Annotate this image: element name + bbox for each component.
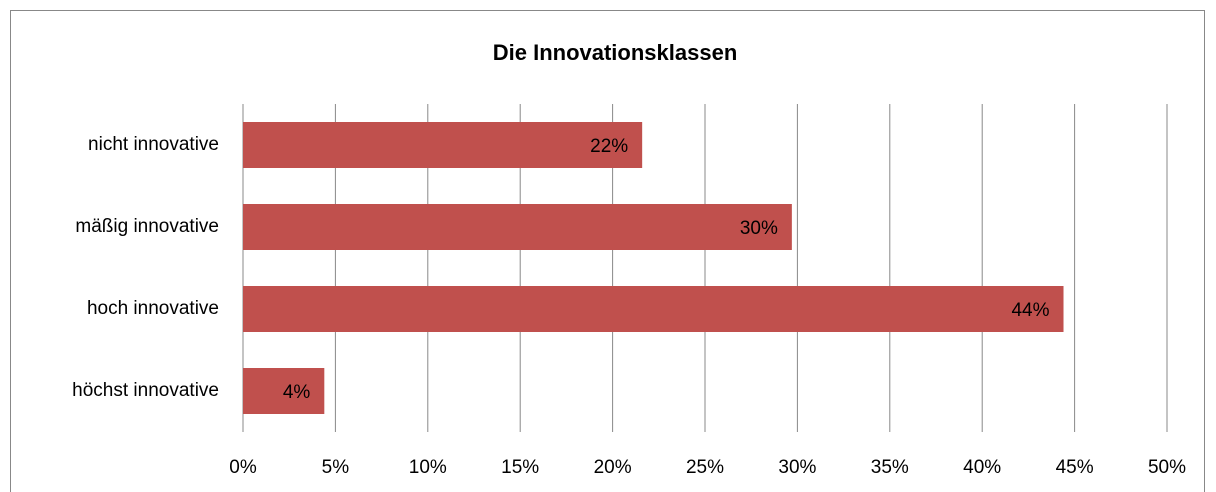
bar [243, 204, 792, 250]
x-tick-label: 10% [409, 457, 447, 478]
chart-title: Die Innovationsklassen [493, 40, 738, 65]
x-tick-label: 35% [871, 457, 909, 478]
value-label: 4% [283, 382, 311, 403]
bar [243, 122, 643, 168]
x-tick-label: 40% [963, 457, 1001, 478]
value-label: 22% [590, 136, 628, 157]
x-tick-label: 0% [229, 457, 257, 478]
x-tick-label: 15% [501, 457, 539, 478]
value-label: 30% [740, 218, 778, 239]
bar [243, 368, 325, 414]
value-label: 44% [1011, 300, 1049, 321]
x-tick-label: 30% [778, 457, 816, 478]
y-tick-label: höchst innovative [72, 380, 219, 401]
x-tick-label: 20% [594, 457, 632, 478]
y-tick-label: hoch innovative [87, 298, 219, 319]
bar [243, 286, 1064, 332]
x-tick-label: 45% [1056, 457, 1094, 478]
y-tick-label: nicht innovative [88, 134, 219, 155]
x-tick-label: 50% [1148, 457, 1186, 478]
x-tick-label: 25% [686, 457, 724, 478]
y-tick-label: mäßig innovative [75, 216, 219, 237]
chart-border [10, 10, 1205, 492]
x-tick-label: 5% [322, 457, 350, 478]
